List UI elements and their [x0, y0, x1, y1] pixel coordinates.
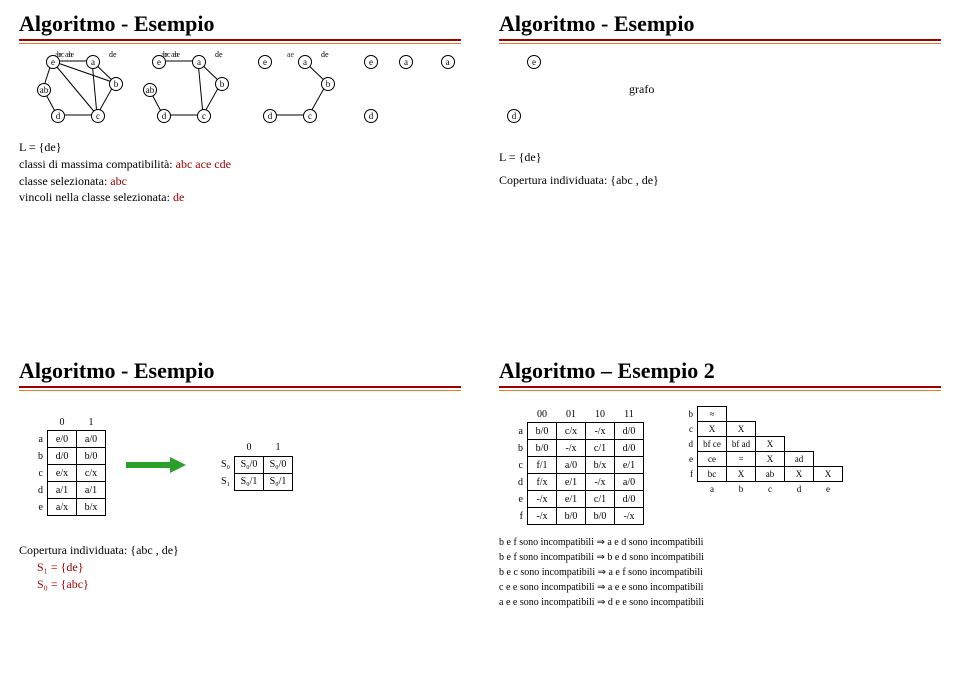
graph-4: e a d — [355, 51, 414, 127]
node: a — [298, 55, 312, 69]
node: c — [197, 109, 211, 123]
node: b — [109, 77, 123, 91]
implication-notes: b e f sono incompatibili ⇒ a e d sono in… — [499, 535, 941, 610]
panel-bottom-left: Algoritmo - Esempio 01ae/0a/0bd/0b/0ce/x… — [0, 347, 480, 694]
graph-5: a — [432, 51, 461, 127]
tables-row: 01ae/0a/0bd/0b/0ce/xc/xda/1a/1ea/xb/x 01… — [19, 414, 461, 516]
caption-text: classi di massima compatibilità: — [19, 157, 176, 171]
panel2-caption: L = {de} Copertura individuata: {abc , d… — [499, 149, 941, 189]
node: b — [321, 77, 335, 91]
node: c — [303, 109, 317, 123]
s0-def: S₀ = {abc} — [37, 576, 461, 593]
panel-bottom-right: Algoritmo – Esempio 2 00011011ab/0c/x-/x… — [480, 347, 960, 694]
state-table-1: 01ae/0a/0bd/0b/0ce/xc/xda/1a/1ea/xb/x — [19, 414, 106, 516]
set-L: L = {de} — [499, 149, 941, 166]
graph-3: e a b d c ae de de — [249, 51, 337, 127]
node: e — [258, 55, 272, 69]
title-rule — [19, 39, 461, 45]
node: a — [86, 55, 100, 69]
node: d — [51, 109, 65, 123]
node: d — [507, 109, 521, 123]
state-table-2: 01S₀S₀/0S₀/0S₁S₀/1S₀/1 — [206, 440, 293, 491]
graph-2: e a b ab d c ab ae bc de ae de — [143, 51, 231, 127]
node: d — [263, 109, 277, 123]
node: a — [441, 55, 455, 69]
node: a — [399, 55, 413, 69]
node: d — [364, 109, 378, 123]
caption-highlight: abc — [110, 174, 127, 188]
caption-text: vincoli nella classe selezionata: — [19, 190, 173, 204]
title-rule — [499, 386, 941, 392]
node: b — [215, 77, 229, 91]
panel-title: Algoritmo - Esempio — [19, 358, 461, 384]
panel-title: Algoritmo – Esempio 2 — [499, 358, 941, 384]
node: a — [192, 55, 206, 69]
panel-title: Algoritmo - Esempio — [19, 11, 461, 37]
compatibility-stair: b≈cXXdbf cebf adXece=XadfbcXabXXabcde — [666, 406, 843, 496]
caption-text: classe selezionata: — [19, 174, 110, 188]
node: c — [91, 109, 105, 123]
graph-1: e a b ab d c ab de ae bc de ae ac — [37, 51, 125, 127]
graph-row: e a b ab d c ab de ae bc de ae ac — [19, 51, 461, 127]
caption-highlight: de — [173, 190, 184, 204]
title-rule — [19, 386, 461, 392]
coverage: Copertura individuata: {abc , de} — [499, 172, 941, 189]
graph-final: e d — [499, 51, 569, 127]
node: ab — [37, 83, 51, 97]
caption-highlight: abc ace cde — [176, 157, 231, 171]
panel-title: Algoritmo - Esempio — [499, 11, 941, 37]
panel-top-left: Algoritmo - Esempio e a — [0, 0, 480, 347]
transition-table: 00011011ab/0c/x-/xd/0bb/0-/xc/1d/0cf/1a/… — [499, 406, 644, 525]
panel3-caption: Copertura individuata: {abc , de} S₁ = {… — [19, 542, 461, 592]
arrow-icon — [126, 457, 186, 473]
grafo-label: grafo — [629, 82, 654, 97]
tables-row: 00011011ab/0c/x-/xd/0bb/0-/xc/1d/0cf/1a/… — [499, 406, 941, 525]
node: e — [364, 55, 378, 69]
title-rule — [499, 39, 941, 45]
coverage: Copertura individuata: {abc , de} — [19, 542, 461, 559]
node: ab — [143, 83, 157, 97]
set-L: L = {de} — [19, 139, 461, 156]
s1-def: S₁ = {de} — [37, 559, 461, 576]
node: d — [157, 109, 171, 123]
node: e — [527, 55, 541, 69]
panel1-caption: L = {de} classi di massima compatibilità… — [19, 139, 461, 206]
panel-top-right: Algoritmo - Esempio e d grafo L = {de} C… — [480, 0, 960, 347]
